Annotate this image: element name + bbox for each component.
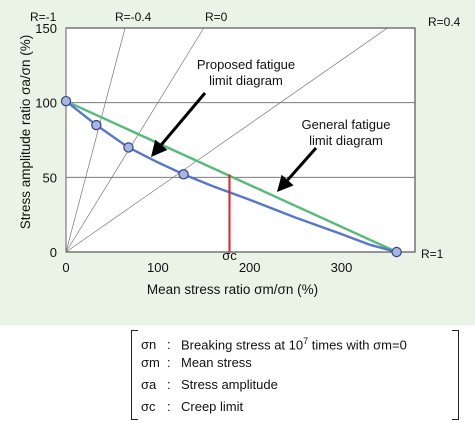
r-ratio-label: R=0 [205, 10, 228, 24]
legend-symbol: σc [141, 399, 156, 414]
data-point-marker [391, 246, 402, 258]
y-tick-label: 100 [35, 96, 57, 111]
legend-text: Stress amplitude [181, 377, 278, 392]
proposed-arrow-head [151, 139, 168, 157]
data-point-marker [91, 119, 102, 131]
symbol-legend: σn: Breaking stress at 107 times with σm=… [131, 330, 459, 420]
y-axis-label: Stress amplitude ratio σa/σn (%) [18, 35, 33, 229]
fatigue-limit-chart: R=-1 R=-0.4 R=0 R=0.4 R=1 0 50 100 150 0 100 200 300… [18, 10, 461, 297]
r-ratio-label: R=-0.4 [115, 10, 152, 24]
legend-text: Mean stress [181, 355, 252, 370]
legend-row-sigma-m: σm: Mean stress [141, 355, 252, 371]
general-arrow-shaft [286, 147, 318, 182]
legend-row-sigma-c: σc: Creep limit [141, 399, 243, 415]
legend-colon: : [167, 355, 171, 370]
data-point-marker [178, 169, 189, 180]
r-ratio-label: R=1 [421, 247, 444, 261]
x-tick-label: 0 [62, 260, 69, 275]
legend-text: Breaking stress at 10 [181, 337, 304, 353]
legend-row-sigma-a: σa: Stress amplitude [141, 377, 278, 393]
y-tick-label: 50 [43, 170, 57, 185]
r-ratio-label: R=0.4 [428, 15, 461, 29]
r-ratio-label: R=-1 [30, 10, 57, 24]
r-ratio-line [65, 27, 388, 253]
proposed-annotation-line: limit diagram [209, 73, 283, 88]
general-annotation-line: limit diagram [309, 133, 383, 148]
legend-symbol: σn [141, 337, 157, 353]
legend-colon: : [167, 337, 171, 353]
legend-superscript: 7 [303, 336, 309, 346]
legend-bracket-right [452, 330, 459, 420]
proposed-annotation-line: Proposed fatigue [197, 57, 295, 72]
y-tick-label: 0 [50, 245, 57, 260]
proposed-arrow-shaft [160, 92, 207, 146]
legend-colon: : [167, 377, 171, 392]
x-axis-label: Mean stress ratio σm/σn (%) [147, 282, 318, 297]
series-line [65, 100, 397, 254]
x-tick-label: 300 [331, 260, 353, 275]
legend-row-sigma-n: σn: Breaking stress at 107 times with σm=… [141, 333, 407, 353]
data-point-marker [60, 95, 72, 107]
legend-text: Creep limit [181, 399, 244, 414]
legend-text-after: times with σm=0 [308, 337, 407, 353]
creep-limit-label: σc [222, 248, 237, 263]
series-line [65, 100, 398, 254]
legend-bracket-left [131, 330, 138, 420]
r-ratio-line [65, 27, 205, 253]
x-tick-label: 100 [147, 260, 169, 275]
plot-area [65, 27, 416, 253]
data-point-marker [123, 142, 134, 153]
x-tick-label: 200 [239, 260, 261, 275]
legend-symbol: σm [141, 355, 160, 370]
general-arrow-head [277, 174, 294, 192]
y-tick-label: 150 [35, 21, 57, 36]
r-ratio-line [65, 27, 126, 253]
general-annotation-line: General fatigue [302, 117, 391, 132]
legend-colon: : [167, 399, 171, 414]
chart-panel: R=-1 R=-0.4 R=0 R=0.4 R=1 0 50 100 150 0 100 200 300… [0, 0, 475, 325]
legend-symbol: σa [141, 377, 157, 392]
